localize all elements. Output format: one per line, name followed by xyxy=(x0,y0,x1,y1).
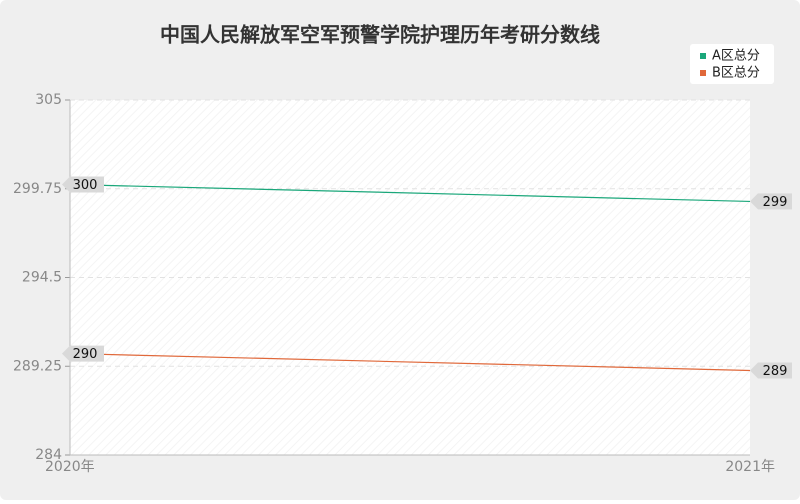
value-label: 299 xyxy=(763,195,788,210)
value-label: 300 xyxy=(73,178,98,193)
value-label: 290 xyxy=(73,347,98,362)
y-tick-label: 294.5 xyxy=(22,270,62,286)
y-tick-label: 284 xyxy=(35,447,62,463)
value-label-bg xyxy=(750,362,792,379)
legend-swatch xyxy=(700,70,706,76)
value-label-bg xyxy=(62,345,104,362)
legend-box xyxy=(690,44,774,84)
x-tick-label: 2020年 xyxy=(45,459,95,475)
legend-label: A区总分 xyxy=(712,49,760,64)
plot-area xyxy=(70,100,750,455)
value-label-bg xyxy=(62,176,104,193)
legend-label: B区总分 xyxy=(712,66,760,81)
value-label: 289 xyxy=(763,364,788,379)
legend-swatch xyxy=(700,53,706,59)
y-tick-label: 305 xyxy=(35,92,62,108)
chart-title: 中国人民解放军空军预警学院护理历年考研分数线 xyxy=(160,23,600,47)
y-tick-label: 299.75 xyxy=(13,181,62,197)
series-line xyxy=(69,352,751,372)
value-label-bg xyxy=(750,193,792,210)
y-tick-label: 289.25 xyxy=(13,358,62,374)
series-line xyxy=(69,183,751,203)
x-tick-label: 2021年 xyxy=(725,459,775,475)
